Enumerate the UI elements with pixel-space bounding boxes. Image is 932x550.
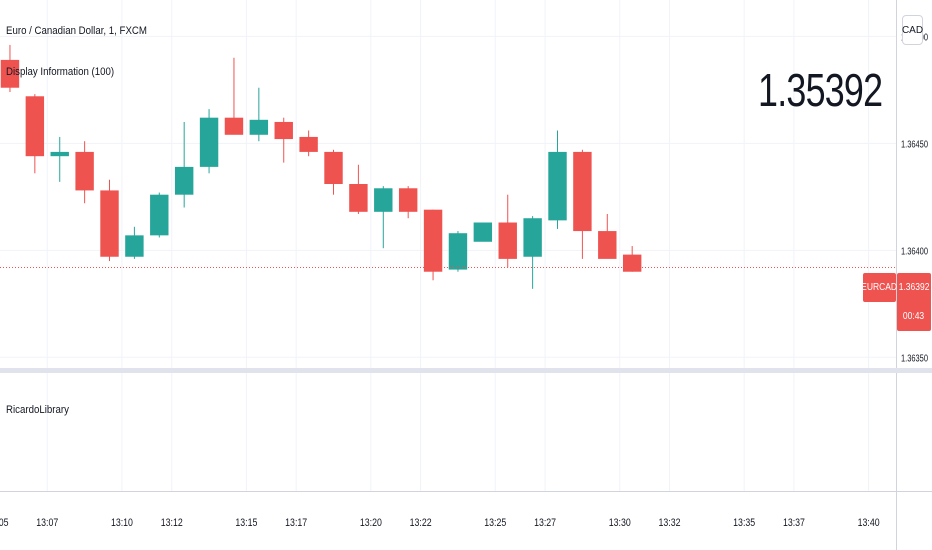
currency-button[interactable]: CAD [902, 15, 923, 45]
time-tick-label: 13:07 [36, 517, 58, 529]
candle-body [299, 136, 318, 152]
candle-body [125, 235, 144, 257]
candle [523, 216, 542, 289]
candle [125, 226, 144, 259]
candle [100, 179, 119, 262]
candle-body [174, 166, 194, 195]
candle-body [150, 194, 169, 236]
ticker-badge-label: EURCAD [861, 282, 898, 293]
price-badge-countdown: 00:43 [903, 311, 925, 322]
candles [0, 44, 642, 289]
candle-body [274, 121, 293, 140]
candle [224, 57, 244, 135]
candle-body [249, 119, 269, 135]
candle [25, 94, 45, 174]
time-tick-label: 13:15 [235, 517, 257, 529]
time-tick-label: 13:12 [161, 517, 183, 529]
candle-body [473, 222, 493, 242]
indicator-label[interactable]: Display Information (100) [6, 66, 115, 78]
candle [398, 186, 418, 219]
time-tick-label: 13:35 [733, 517, 755, 529]
candle [274, 117, 293, 163]
time-tick-label: 13:20 [360, 517, 382, 529]
price-badge-price: 1.36392 [898, 282, 930, 293]
candle-body [374, 188, 393, 212]
time-tick-label: 13:22 [410, 517, 432, 529]
time-tick-label: 13:25 [484, 517, 506, 529]
candle [199, 109, 219, 174]
time-tick-label: 13:32 [659, 517, 681, 529]
candle [448, 231, 468, 272]
candle [473, 222, 493, 242]
price-tick-label: 1.36350 [901, 353, 928, 364]
candle-body [548, 151, 567, 221]
price-tick-label: 1.36450 [901, 139, 928, 150]
candle-body [622, 254, 642, 272]
candle-body [423, 209, 443, 272]
candle [75, 141, 94, 204]
currency-button-label: CAD [901, 24, 924, 36]
candle-body [75, 151, 94, 191]
candle [150, 192, 169, 238]
candle-body [498, 222, 517, 259]
price-tick-label: 1.36400 [901, 246, 928, 257]
time-tick-label: 13:40 [858, 517, 880, 529]
candle-body [0, 59, 20, 88]
time-axis[interactable]: 13:05 13:07 13:10 13:12 13:15 13:17 13:20 13:22… [0, 517, 880, 529]
candle-body [199, 117, 219, 167]
ticker-badge: EURCAD [861, 273, 898, 302]
candle-body [448, 233, 468, 270]
candle [324, 149, 343, 195]
candle [423, 209, 443, 281]
symbol-title[interactable]: Euro / Canadian Dollar, 1, FXCM [6, 25, 147, 37]
candle-body [398, 188, 418, 212]
time-tick-label: 13:27 [534, 517, 556, 529]
candle-body [598, 231, 617, 259]
time-tick-label: 13:17 [285, 517, 307, 529]
candle [0, 44, 20, 92]
candle-body [324, 151, 343, 184]
big-price-display: 1.35392 [757, 64, 883, 116]
candle-body [349, 184, 368, 212]
price-badge: 1.36392 00:43 [897, 273, 931, 331]
time-tick-label: 13:05 [0, 517, 9, 529]
time-tick-label: 13:30 [609, 517, 631, 529]
candle [598, 213, 617, 259]
candle-body [573, 151, 592, 232]
candle [374, 186, 393, 249]
candle-body [523, 218, 542, 257]
candle-body [50, 151, 69, 157]
candle [50, 136, 69, 182]
candle [249, 87, 269, 142]
candle [573, 149, 592, 259]
candle [299, 130, 318, 157]
candle [174, 121, 194, 208]
candle-body [100, 190, 119, 257]
time-tick-label: 13:10 [111, 517, 133, 529]
pane-separator [0, 368, 932, 373]
grid [0, 0, 896, 491]
time-tick-label: 13:37 [783, 517, 805, 529]
candle [548, 130, 567, 229]
candle [349, 164, 368, 214]
candle-body [224, 117, 244, 135]
candle-body [25, 96, 45, 157]
candle [498, 194, 517, 268]
sub-pane-label[interactable]: RicardoLibrary [6, 404, 69, 416]
